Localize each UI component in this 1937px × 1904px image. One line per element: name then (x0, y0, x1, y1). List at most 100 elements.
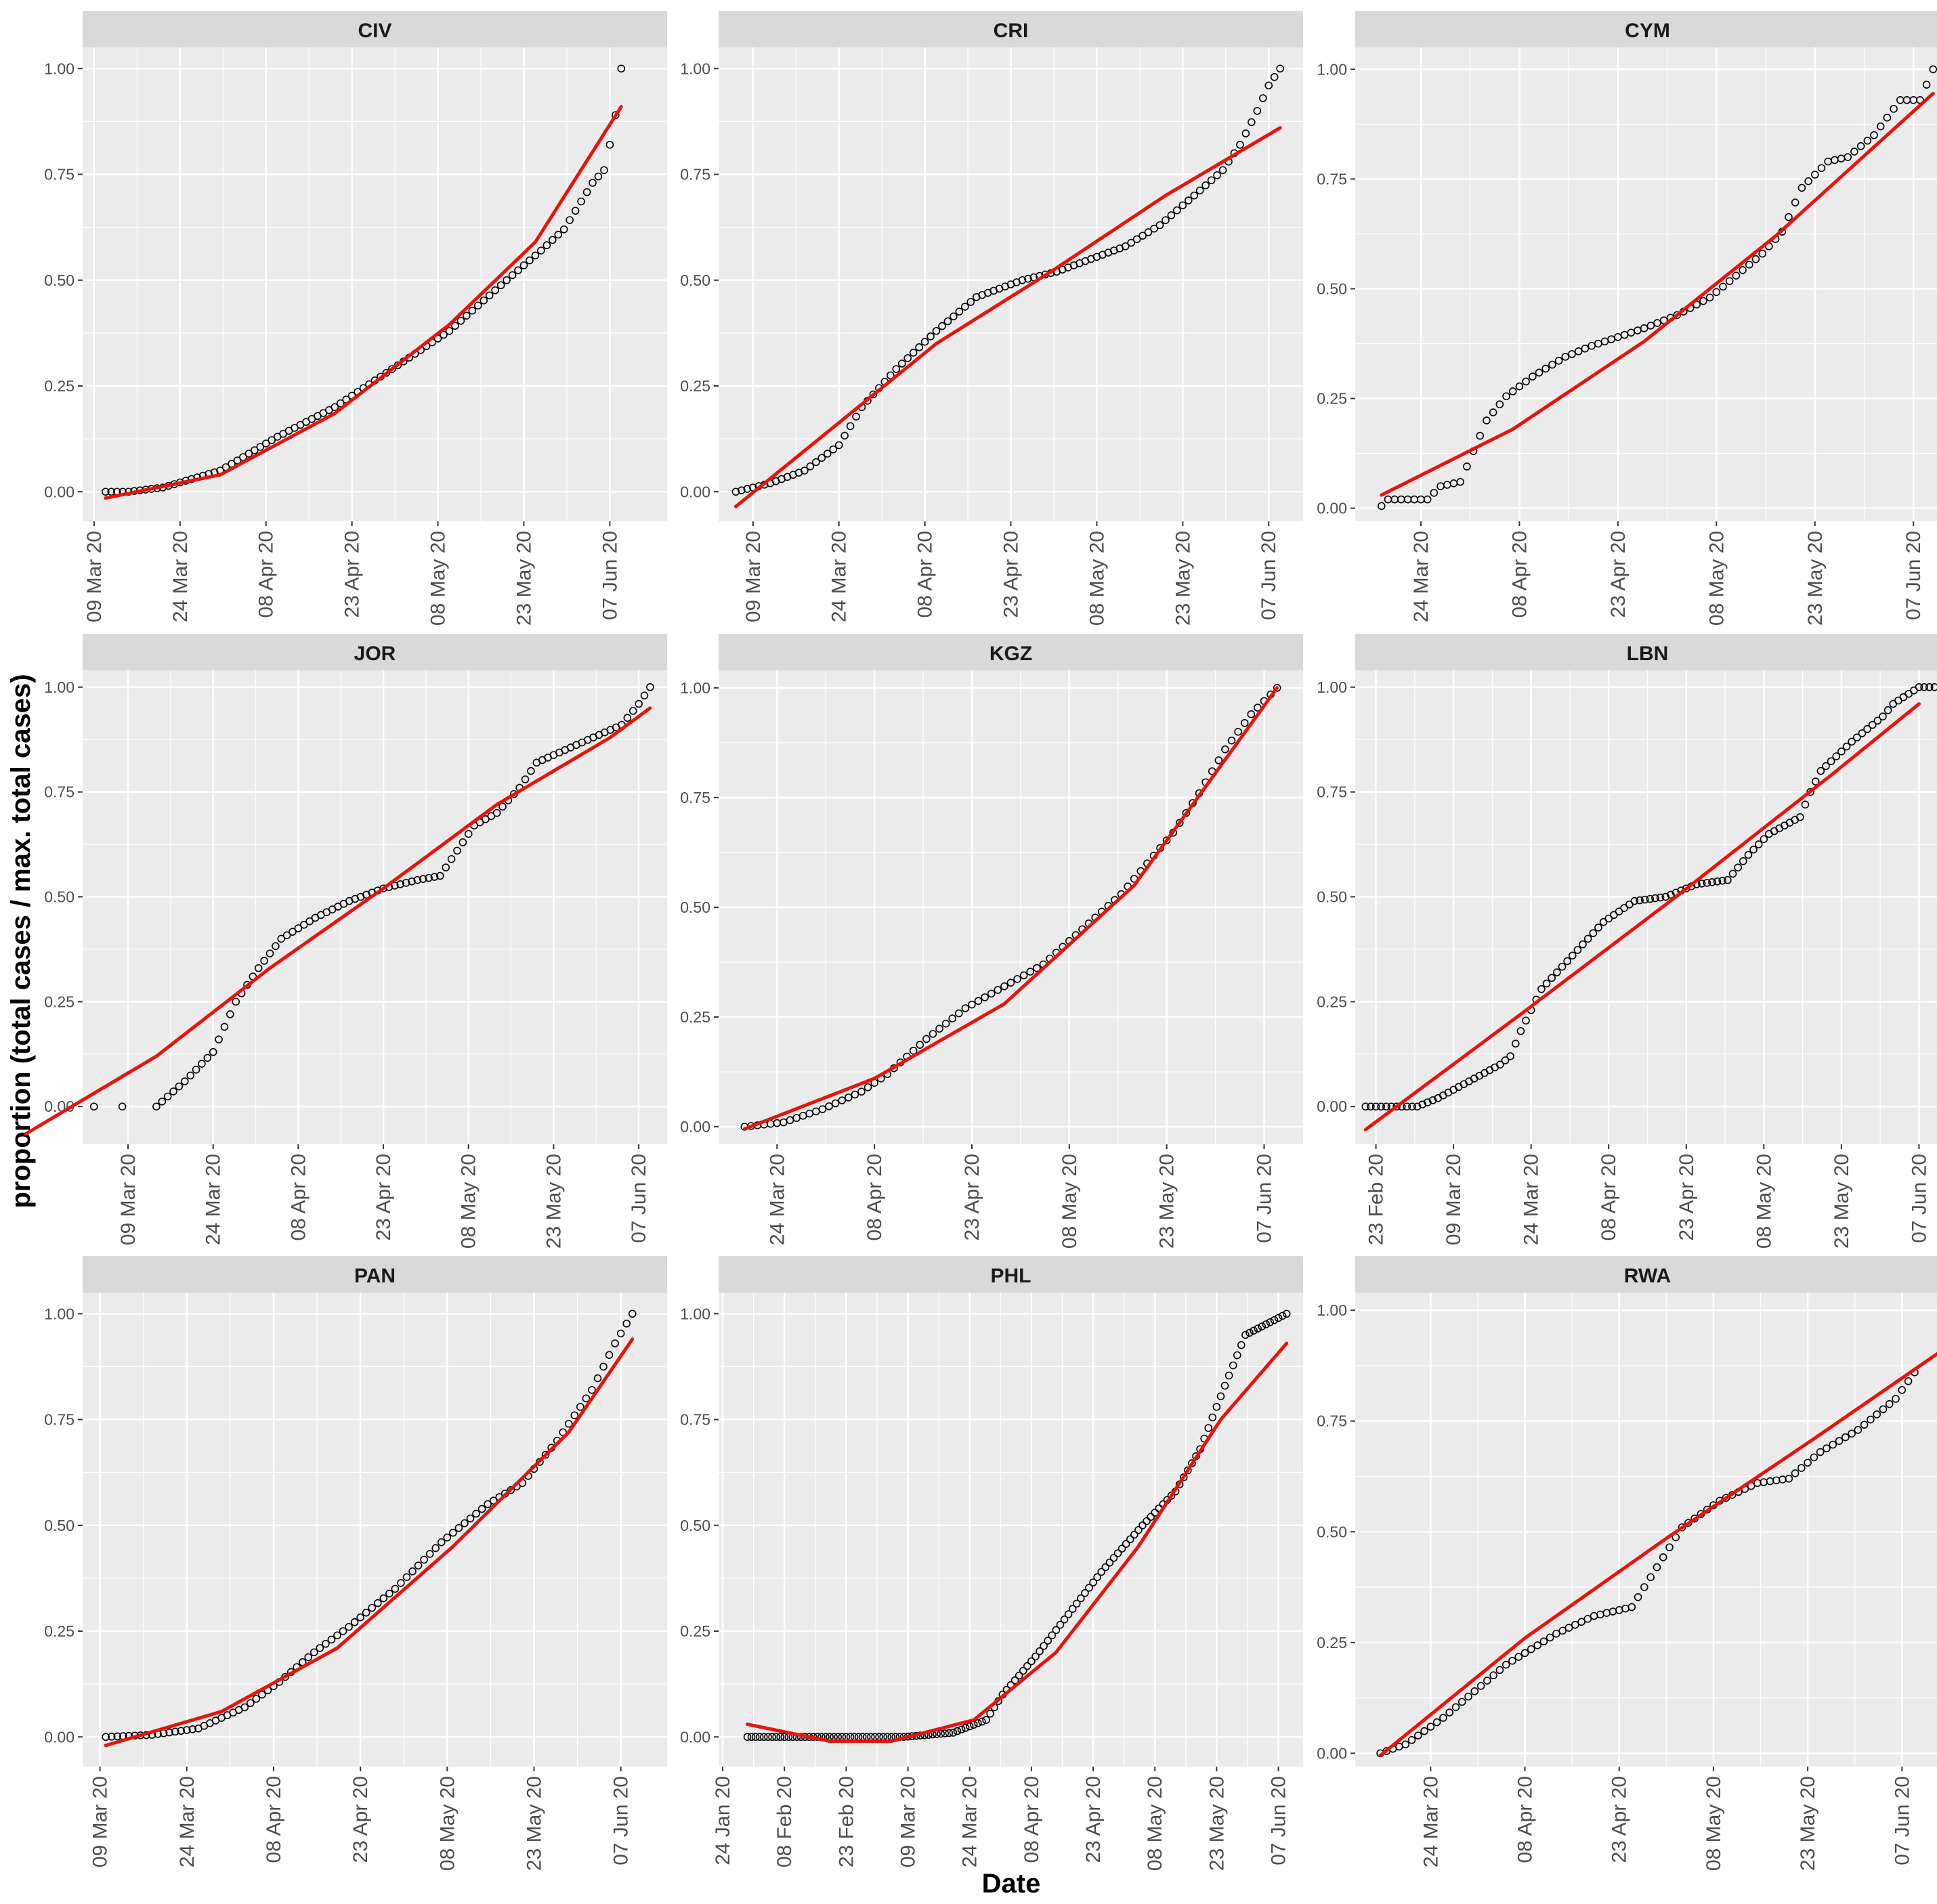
y-tick-label: 0.75 (1317, 170, 1347, 188)
y-tick-label: 0.50 (1317, 1523, 1347, 1540)
data-point (209, 1047, 217, 1056)
data-point (852, 412, 860, 421)
data-point (1233, 1351, 1241, 1360)
data-point (1081, 1588, 1089, 1597)
data-point (1432, 1718, 1441, 1727)
data-point (1118, 1544, 1126, 1553)
data-point (1195, 186, 1204, 195)
data-point (948, 1014, 956, 1022)
y-tick-label: 0.50 (680, 1517, 710, 1534)
x-tick-label: 24 Mar 20 (176, 1776, 198, 1867)
data-point (1508, 1657, 1516, 1665)
y-tick-label: 0.25 (1317, 1634, 1347, 1651)
data-point (929, 1030, 937, 1038)
data-point (251, 446, 259, 454)
x-tick-label: 08 Apr 20 (1598, 1154, 1620, 1240)
data-point (453, 846, 461, 855)
data-point (1751, 255, 1760, 263)
data-point (261, 439, 270, 448)
data-point (1719, 282, 1727, 291)
data-point (1522, 377, 1530, 386)
data-point (282, 931, 291, 940)
data-point (1832, 752, 1841, 760)
data-point (268, 436, 276, 444)
data-point (1167, 1492, 1176, 1500)
data-point (1019, 971, 1028, 980)
data-point (1898, 1386, 1907, 1394)
data-point (186, 1071, 194, 1080)
x-tick-label: 23 Feb 20 (1365, 1154, 1388, 1245)
x-tick-label: 23 Apr 20 (372, 1154, 395, 1240)
data-point (1006, 978, 1015, 987)
data-point (1445, 1708, 1453, 1716)
data-point (812, 458, 820, 467)
y-tick-label: 0.75 (1317, 783, 1347, 801)
data-point (485, 291, 494, 300)
x-tick-label: 07 Jun 20 (1902, 531, 1925, 620)
data-point (909, 349, 918, 357)
data-point (350, 1618, 359, 1626)
data-point (1583, 1615, 1592, 1623)
data-point (508, 271, 517, 280)
data-point (463, 311, 471, 320)
x-tick-label: 07 Jun 20 (599, 531, 621, 620)
data-point (1594, 924, 1602, 932)
data-point (1502, 392, 1510, 401)
data-point (1023, 1662, 1031, 1670)
data-point (305, 917, 314, 926)
data-point (451, 322, 459, 330)
data-point (994, 986, 1002, 994)
data-point (966, 298, 975, 306)
y-tick-label: 0.00 (1317, 500, 1347, 517)
y-tick-label: 0.50 (680, 272, 710, 289)
data-point (1739, 857, 1747, 865)
y-tick-label: 0.75 (1317, 1412, 1347, 1430)
data-point (978, 1717, 986, 1726)
data-point (1056, 1620, 1065, 1629)
data-point (1483, 1676, 1491, 1685)
data-point (1835, 1437, 1844, 1445)
fit-line (1363, 702, 1921, 1131)
data-point (1273, 684, 1281, 692)
data-point (1489, 1671, 1497, 1680)
data-point (356, 1613, 364, 1622)
fit-line (104, 105, 623, 500)
x-tick-label: 08 May 20 (427, 531, 450, 626)
data-point (152, 1102, 161, 1111)
data-point (1010, 1676, 1019, 1685)
y-tick-label: 0.75 (44, 1411, 74, 1429)
data-point (445, 326, 454, 335)
y-tick-label: 0.75 (680, 166, 710, 183)
data-point (1514, 1653, 1523, 1661)
panel-rwa: RWA 0.00 0.25 0.50 0.75 1.00 24 Mar 20 08 Apr 2… (1317, 1256, 1937, 1871)
data-point (1276, 64, 1284, 73)
data-point (623, 714, 632, 722)
data-point (892, 365, 901, 373)
data-point (1097, 1567, 1106, 1576)
x-tick-label: 23 Apr 20 (961, 1154, 983, 1240)
data-point (362, 1608, 370, 1617)
panel-background (1355, 1293, 1937, 1767)
data-point (1842, 742, 1851, 751)
data-point (1651, 894, 1659, 903)
data-point (817, 454, 826, 462)
x-tick-label: 24 Mar 20 (1410, 531, 1432, 622)
data-point (1246, 1328, 1254, 1337)
data-point (425, 873, 433, 882)
data-point (982, 1716, 990, 1725)
data-point (299, 921, 308, 929)
data-point (1361, 1102, 1370, 1111)
data-point (801, 467, 809, 475)
data-point (1093, 1573, 1101, 1582)
data-point (1064, 1610, 1073, 1618)
data-point (1134, 1526, 1143, 1534)
data-point (489, 1496, 498, 1505)
data-point (1254, 1324, 1262, 1333)
data-point (1797, 1464, 1806, 1472)
data-point (1278, 1312, 1287, 1320)
data-point (472, 1509, 480, 1518)
data-point (1539, 1637, 1548, 1645)
data-point (1515, 382, 1524, 391)
data-point (507, 1486, 515, 1494)
data-point (974, 997, 983, 1005)
